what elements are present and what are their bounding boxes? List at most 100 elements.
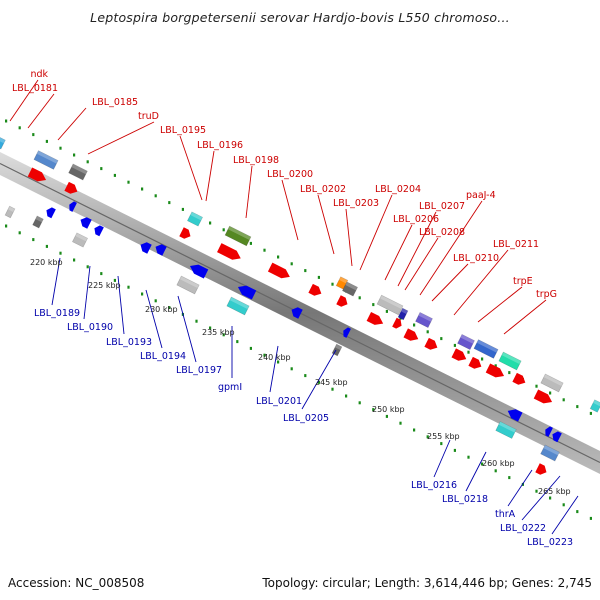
reverse-gene-arrow (291, 307, 303, 319)
forward-gene-arrow (179, 227, 191, 239)
reverse-gene-arrow (545, 426, 553, 437)
inner-tick-row-dot (589, 516, 592, 520)
gene-label-top: ndk (30, 69, 48, 80)
outer-tick-row-dot (141, 187, 144, 191)
gene-label-top: trpE (513, 276, 533, 287)
gene-block (4, 205, 16, 219)
leader-line (359, 194, 393, 271)
inner-tick-row-dot (576, 510, 579, 514)
leader-line (51, 257, 61, 306)
outer-tick-row-dot (100, 167, 103, 171)
outer-tick-row-dot (45, 139, 48, 143)
inner-tick-row-dot (127, 285, 130, 289)
leader-line (477, 286, 523, 323)
inner-tick-row-dot (290, 367, 293, 371)
tick-dots (5, 119, 592, 520)
leader-line (245, 165, 253, 219)
gene-label-bottom: LBL_0218 (442, 494, 488, 505)
gene-label-bottom: LBL_0205 (283, 413, 329, 424)
tick-label: 230 kbp (145, 305, 178, 314)
outer-tick-row-dot (249, 241, 252, 245)
reverse-gene-arrow (46, 207, 56, 219)
gene-label-top: LBL_0206 (393, 214, 439, 225)
leader-line (345, 208, 353, 267)
inner-tick-row-dot (399, 421, 402, 425)
gene-block (415, 311, 433, 329)
inner-tick-row-dot (467, 455, 470, 459)
tick-label: 220 kbp (30, 258, 63, 267)
inner-tick-row-dot (385, 414, 388, 418)
gene-block (540, 373, 564, 393)
outer-tick-row-dot (440, 337, 443, 341)
leader-line (453, 249, 509, 316)
tick-label: 235 kbp (202, 328, 235, 337)
gene-label-top: LBL_0207 (419, 201, 465, 212)
reverse-gene-arrow (94, 225, 104, 237)
gene-label-bottom: LBL_0194 (140, 351, 186, 362)
inner-tick-row-dot (168, 306, 171, 310)
outer-tick-row-dot (113, 173, 116, 177)
reverse-gene-arrow (140, 242, 152, 254)
outer-tick-row-dot (168, 201, 171, 205)
outer-tick-row-dot (5, 119, 8, 123)
outer-tick-row-dot (372, 303, 375, 307)
gene-label-bottom: LBL_0223 (527, 537, 573, 548)
leader-line (397, 211, 437, 287)
inner-tick-row-dot (549, 496, 552, 500)
outer-tick-row-dot (481, 357, 484, 361)
inner-tick-row-dot (508, 476, 511, 480)
gene-label-bottom: LBL_0216 (411, 480, 457, 491)
gene-block (473, 339, 499, 359)
inner-tick-row-dot (426, 435, 429, 439)
gene-label-bottom: thrA (495, 509, 516, 520)
gene-block (33, 150, 59, 170)
tick-label: 250 kbp (372, 405, 405, 414)
leader-line (503, 299, 547, 335)
leader-line (205, 150, 215, 202)
inner-tick-row-dot (73, 258, 76, 262)
gene-block (186, 211, 204, 227)
tick-label: 260 kbp (482, 459, 515, 468)
leader-line (521, 475, 561, 521)
gene-block (224, 225, 252, 247)
gene-label-bottom: LBL_0197 (176, 365, 222, 376)
inner-tick-row-dot (18, 231, 21, 235)
outer-tick-row-dot (331, 282, 334, 286)
gene-label-top: LBL_0202 (300, 184, 346, 195)
leader-line (431, 263, 469, 302)
forward-gene-arrow (533, 389, 553, 404)
outer-tick-row-dot (73, 153, 76, 157)
leader-line (87, 121, 155, 155)
gene-label-bottom: LBL_0201 (256, 396, 302, 407)
tick-label: 240 kbp (258, 353, 291, 362)
outer-tick-row-dot (589, 411, 592, 415)
forward-gene-arrow (451, 348, 467, 361)
gene-label-top: LBL_0210 (453, 253, 499, 264)
reverse-gene-arrow (69, 201, 77, 212)
inner-tick-row-dot (317, 380, 320, 384)
inner-tick-row-dot (494, 469, 497, 473)
outer-tick-row-dot (304, 269, 307, 273)
leader-line (301, 349, 337, 410)
leader-line (281, 179, 299, 241)
inner-tick-row-dot (209, 326, 212, 330)
reverse-gene-arrow (155, 244, 167, 256)
outer-tick-row-dot (535, 384, 538, 388)
forward-gene-arrow (217, 243, 241, 260)
gene-label-top: truD (138, 111, 159, 122)
gene-block (376, 294, 404, 316)
outer-tick-row-dot (317, 275, 320, 279)
forward-gene-arrow (27, 167, 47, 182)
leader-line (9, 79, 39, 122)
leader-line (83, 265, 91, 320)
gene-label-top: LBL_0211 (493, 239, 539, 250)
leader-line (179, 135, 203, 201)
inner-tick-row-dot (562, 503, 565, 507)
gene-block (341, 281, 359, 297)
outer-tick-row-dot (154, 194, 157, 198)
gene-label-top: LBL_0195 (160, 125, 206, 136)
inner-tick-row-dot (331, 387, 334, 391)
gene-block (498, 351, 522, 371)
forward-gene-arrow (512, 372, 526, 385)
outer-tick-row-dot (290, 262, 293, 266)
